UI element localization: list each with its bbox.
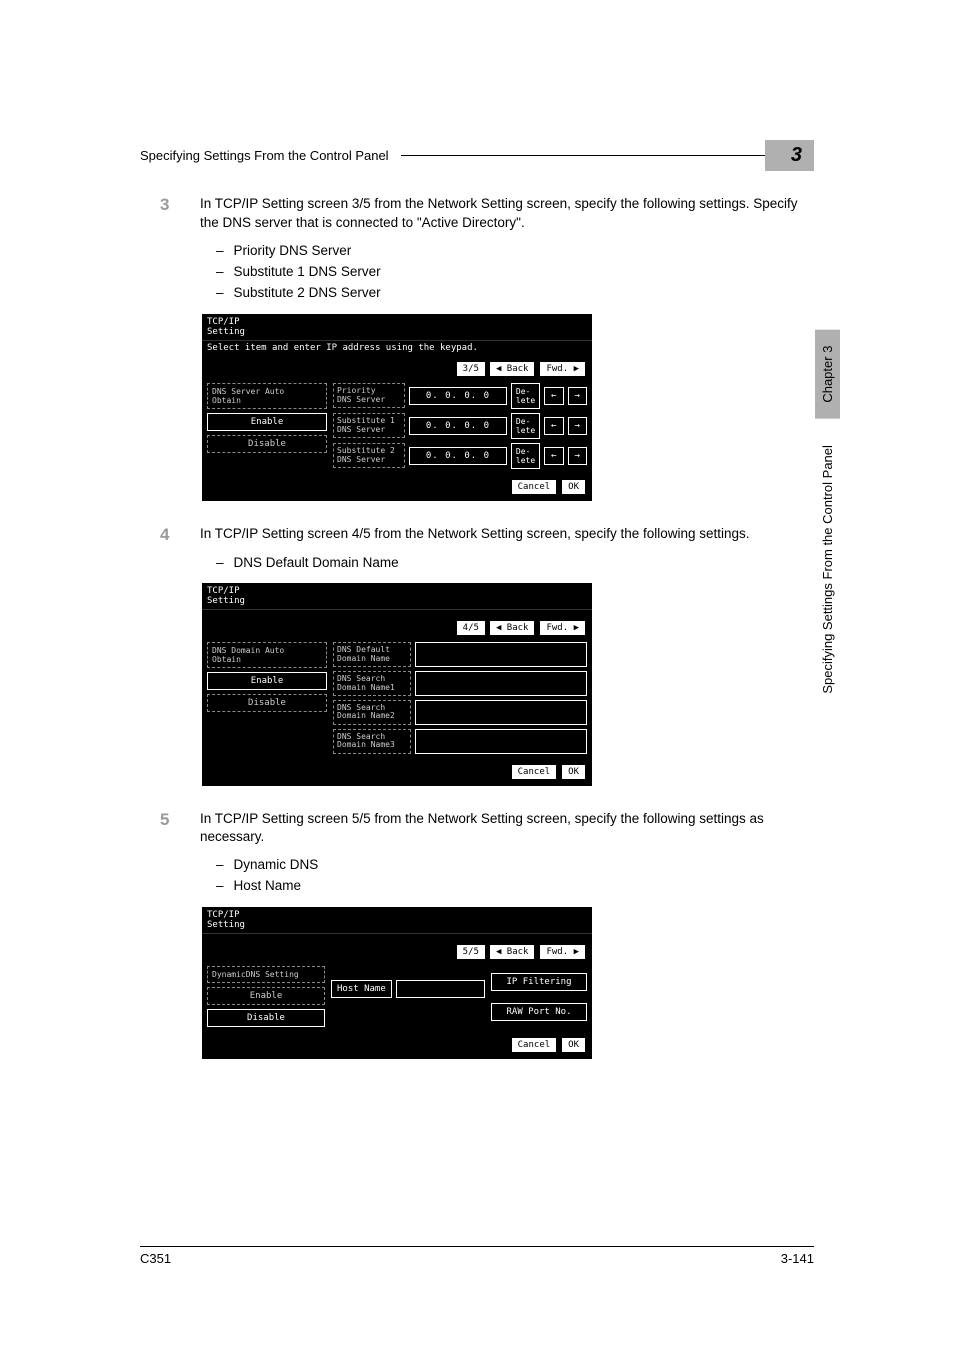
- ok-button[interactable]: OK: [561, 1037, 586, 1053]
- step-text: In TCP/IP Setting screen 3/5 from the Ne…: [200, 195, 814, 233]
- page-indicator: 5/5: [457, 945, 485, 959]
- cancel-button[interactable]: Cancel: [511, 479, 558, 495]
- fwd-button[interactable]: Fwd. ▶: [539, 620, 586, 636]
- dns-auto-obtain-label: DNS Server Auto Obtain: [207, 383, 327, 409]
- ip-field[interactable]: 0. 0. 0. 0: [409, 387, 507, 405]
- bullet: Host Name: [216, 876, 814, 897]
- enable-button[interactable]: Enable: [207, 672, 327, 690]
- shot-title: TCP/IP Setting: [202, 314, 592, 341]
- fwd-button[interactable]: Fwd. ▶: [539, 944, 586, 960]
- tcpip-screenshot-4: TCP/IP Setting 4/5 ◀ Back Fwd. ▶ DNS Dom…: [202, 583, 592, 785]
- back-button[interactable]: ◀ Back: [489, 361, 536, 377]
- priority-dns-row: Priority DNS Server 0. 0. 0. 0 De- lete …: [333, 383, 587, 409]
- page-header: Specifying Settings From the Control Pan…: [140, 140, 814, 171]
- page-indicator: 4/5: [457, 621, 485, 635]
- bullet: Substitute 2 DNS Server: [216, 283, 814, 304]
- disable-button[interactable]: Disable: [207, 694, 327, 712]
- cancel-button[interactable]: Cancel: [511, 764, 558, 780]
- enable-button[interactable]: Enable: [207, 987, 325, 1005]
- disable-button[interactable]: Disable: [207, 435, 327, 453]
- shot-title: TCP/IP Setting: [202, 907, 592, 934]
- side-chapter: Chapter 3: [815, 330, 840, 419]
- side-section: Specifying Settings From the Control Pan…: [820, 445, 835, 694]
- shot-instruction: Select item and enter IP address using t…: [202, 341, 592, 357]
- fwd-button[interactable]: Fwd. ▶: [539, 361, 586, 377]
- dns-search-3-row: DNS Search Domain Name3: [333, 729, 587, 754]
- footer-page: 3-141: [781, 1251, 814, 1266]
- row-label[interactable]: DNS Default Domain Name: [333, 642, 411, 667]
- left-arrow[interactable]: ←: [544, 417, 563, 435]
- step-number: 5: [160, 810, 200, 848]
- right-arrow[interactable]: →: [568, 387, 587, 405]
- dns-domain-auto-label: DNS Domain Auto Obtain: [207, 642, 327, 668]
- ip-field[interactable]: 0. 0. 0. 0: [409, 417, 507, 435]
- footer-model: C351: [140, 1251, 171, 1266]
- host-name-field[interactable]: [396, 980, 485, 998]
- step-5: 5 In TCP/IP Setting screen 5/5 from the …: [160, 810, 814, 848]
- step-4: 4 In TCP/IP Setting screen 4/5 from the …: [160, 525, 814, 545]
- row-label[interactable]: Substitute 1 DNS Server: [333, 413, 405, 438]
- page-indicator: 3/5: [457, 362, 485, 376]
- side-tab: Specifying Settings From the Control Pan…: [815, 330, 840, 694]
- raw-port-button[interactable]: RAW Port No.: [491, 1003, 587, 1021]
- page-footer: C351 3-141: [140, 1246, 814, 1266]
- substitute1-dns-row: Substitute 1 DNS Server 0. 0. 0. 0 De- l…: [333, 413, 587, 439]
- step-3: 3 In TCP/IP Setting screen 3/5 from the …: [160, 195, 814, 233]
- row-label[interactable]: DNS Search Domain Name3: [333, 729, 411, 754]
- back-button[interactable]: ◀ Back: [489, 620, 536, 636]
- host-name-row: Host Name: [331, 980, 485, 998]
- delete-button[interactable]: De- lete: [511, 443, 540, 469]
- dns-search-2-row: DNS Search Domain Name2: [333, 700, 587, 725]
- ip-field[interactable]: 0. 0. 0. 0: [409, 447, 507, 465]
- dns-default-domain-row: DNS Default Domain Name: [333, 642, 587, 667]
- left-arrow[interactable]: ←: [544, 387, 563, 405]
- chapter-badge: 3: [765, 140, 814, 171]
- row-label[interactable]: Priority DNS Server: [333, 383, 405, 408]
- step-number: 3: [160, 195, 200, 233]
- domain-field[interactable]: [415, 642, 587, 667]
- bullet: Dynamic DNS: [216, 855, 814, 876]
- ip-filtering-button[interactable]: IP Filtering: [491, 973, 587, 991]
- cancel-button[interactable]: Cancel: [511, 1037, 558, 1053]
- bullet: Priority DNS Server: [216, 241, 814, 262]
- left-arrow[interactable]: ←: [544, 447, 563, 465]
- header-rule: [401, 155, 765, 156]
- row-label[interactable]: Substitute 2 DNS Server: [333, 443, 405, 468]
- host-name-label[interactable]: Host Name: [331, 980, 392, 998]
- bullet: DNS Default Domain Name: [216, 553, 814, 574]
- disable-button[interactable]: Disable: [207, 1009, 325, 1027]
- domain-field[interactable]: [415, 700, 587, 725]
- step-text: In TCP/IP Setting screen 4/5 from the Ne…: [200, 525, 750, 545]
- step-3-bullets: Priority DNS Server Substitute 1 DNS Ser…: [216, 241, 814, 304]
- step-number: 4: [160, 525, 200, 545]
- row-label[interactable]: DNS Search Domain Name2: [333, 700, 411, 725]
- delete-button[interactable]: De- lete: [511, 383, 540, 409]
- right-arrow[interactable]: →: [568, 447, 587, 465]
- dns-search-1-row: DNS Search Domain Name1: [333, 671, 587, 696]
- delete-button[interactable]: De- lete: [511, 413, 540, 439]
- substitute2-dns-row: Substitute 2 DNS Server 0. 0. 0. 0 De- l…: [333, 443, 587, 469]
- row-label[interactable]: DNS Search Domain Name1: [333, 671, 411, 696]
- bullet: Substitute 1 DNS Server: [216, 262, 814, 283]
- domain-field[interactable]: [415, 729, 587, 754]
- step-text: In TCP/IP Setting screen 5/5 from the Ne…: [200, 810, 814, 848]
- tcpip-screenshot-3: TCP/IP Setting Select item and enter IP …: [202, 314, 592, 501]
- header-title: Specifying Settings From the Control Pan…: [140, 148, 401, 163]
- ok-button[interactable]: OK: [561, 479, 586, 495]
- dynamic-dns-label: DynamicDNS Setting: [207, 966, 325, 983]
- step-4-bullets: DNS Default Domain Name: [216, 553, 814, 574]
- enable-button[interactable]: Enable: [207, 413, 327, 431]
- domain-field[interactable]: [415, 671, 587, 696]
- ok-button[interactable]: OK: [561, 764, 586, 780]
- back-button[interactable]: ◀ Back: [489, 944, 536, 960]
- right-arrow[interactable]: →: [568, 417, 587, 435]
- shot-title: TCP/IP Setting: [202, 583, 592, 610]
- tcpip-screenshot-5: TCP/IP Setting 5/5 ◀ Back Fwd. ▶ Dynamic…: [202, 907, 592, 1059]
- step-5-bullets: Dynamic DNS Host Name: [216, 855, 814, 897]
